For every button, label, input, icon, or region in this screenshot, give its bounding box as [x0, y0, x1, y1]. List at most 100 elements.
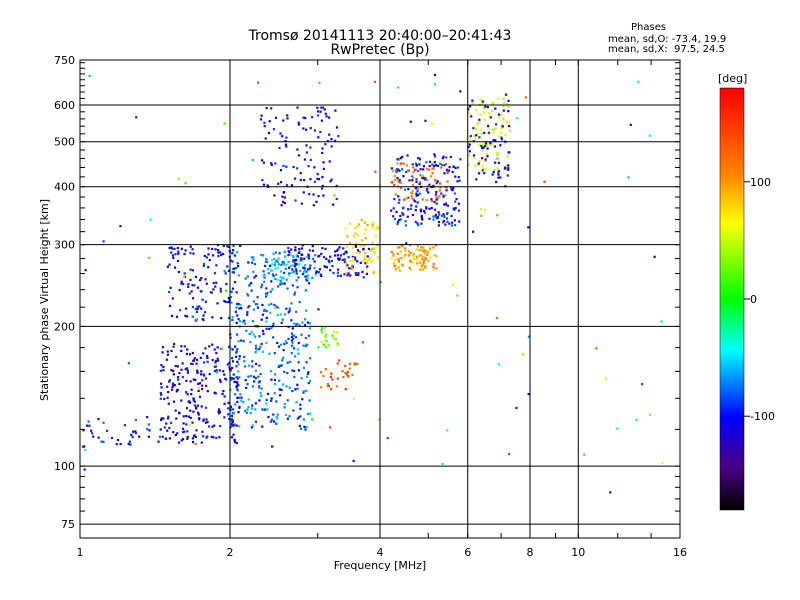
data-point	[173, 342, 176, 346]
data-point	[445, 217, 449, 220]
data-point	[317, 255, 320, 258]
data-point	[475, 127, 478, 131]
data-point	[251, 261, 254, 264]
data-point	[147, 435, 150, 438]
data-point	[347, 272, 350, 275]
data-point	[309, 158, 312, 161]
data-point	[275, 259, 278, 262]
data-point	[273, 382, 277, 386]
data-point	[398, 179, 401, 182]
data-point	[472, 154, 476, 157]
data-point	[287, 274, 291, 277]
data-point	[321, 151, 324, 155]
data-point	[329, 180, 332, 183]
data-point	[307, 334, 311, 337]
data-point	[377, 226, 380, 230]
data-point	[317, 308, 320, 311]
data-point	[230, 422, 233, 426]
data-point	[298, 424, 301, 428]
data-point	[193, 404, 196, 407]
data-point	[184, 249, 187, 252]
data-point	[437, 211, 440, 214]
data-point	[402, 264, 405, 267]
data-point	[236, 389, 239, 392]
data-point	[357, 272, 360, 275]
data-point	[233, 380, 236, 383]
data-point	[187, 415, 190, 418]
data-point	[412, 257, 416, 261]
data-point	[502, 97, 505, 100]
data-point	[281, 318, 284, 321]
data-point	[324, 368, 327, 371]
data-point	[399, 162, 402, 165]
data-point	[451, 221, 454, 224]
data-point	[244, 322, 247, 325]
data-point	[225, 282, 228, 286]
data-point	[237, 370, 240, 373]
data-point	[186, 348, 189, 351]
data-point	[252, 256, 255, 259]
data-point	[270, 378, 273, 381]
data-point	[218, 410, 222, 413]
data-point	[273, 303, 276, 307]
data-point	[412, 253, 415, 256]
y-tick-label: 300	[54, 239, 75, 252]
data-point	[226, 245, 229, 248]
data-point	[315, 270, 318, 273]
data-point	[83, 468, 86, 471]
data-point	[426, 253, 429, 257]
data-point	[468, 136, 471, 139]
data-point	[404, 247, 407, 250]
data-point	[432, 262, 435, 266]
data-point	[490, 110, 493, 113]
data-point	[176, 259, 180, 262]
data-point	[405, 242, 408, 245]
data-point	[185, 407, 189, 410]
data-point	[333, 194, 336, 197]
data-point	[270, 163, 273, 166]
data-point	[305, 278, 308, 281]
data-point	[424, 266, 427, 269]
data-point	[492, 139, 495, 142]
data-point	[324, 112, 327, 115]
data-point	[411, 189, 414, 192]
data-point	[398, 246, 401, 249]
data-point	[175, 355, 178, 358]
data-point	[227, 413, 230, 416]
data-point	[398, 169, 401, 172]
data-point	[436, 216, 440, 219]
data-point	[500, 136, 503, 139]
x-axis-label: Frequency [MHz]	[334, 559, 426, 572]
data-point	[411, 261, 415, 264]
data-point	[390, 167, 394, 170]
data-point	[364, 262, 367, 265]
data-point	[231, 366, 234, 370]
data-point	[216, 346, 219, 349]
data-point	[211, 359, 214, 362]
data-point	[308, 399, 311, 402]
data-point	[199, 290, 202, 293]
data-point	[85, 424, 89, 427]
data-point	[92, 435, 95, 438]
data-point	[363, 254, 367, 257]
y-tick-label: 500	[54, 136, 75, 149]
data-point	[260, 283, 264, 286]
colorbar-tick-label: 0	[750, 293, 757, 306]
data-point	[171, 385, 174, 389]
data-point	[253, 263, 257, 266]
data-point	[411, 213, 415, 217]
data-point	[325, 266, 329, 269]
data-point	[160, 417, 163, 420]
data-point	[171, 388, 174, 391]
data-point	[282, 383, 285, 386]
data-point	[393, 183, 396, 187]
data-point	[397, 258, 400, 261]
data-point	[265, 320, 268, 323]
data-point	[487, 126, 490, 129]
data-point	[180, 345, 183, 348]
data-point	[305, 389, 308, 392]
data-point	[135, 116, 138, 119]
data-point	[276, 313, 279, 317]
data-point	[189, 401, 192, 404]
data-point	[362, 247, 365, 251]
